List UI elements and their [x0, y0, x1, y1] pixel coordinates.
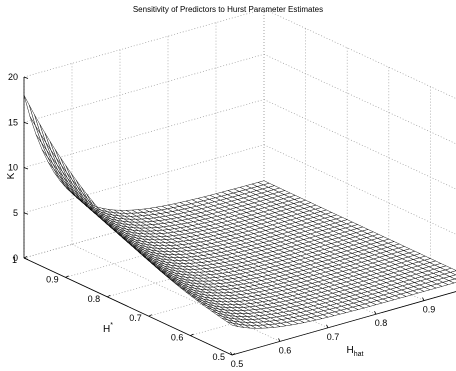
- z-axis-label: K: [6, 172, 17, 179]
- z-tick-label: 10: [8, 163, 18, 173]
- y-tick-mark: [190, 333, 194, 336]
- x-tick-mark: [230, 351, 233, 356]
- grid-line: [263, 99, 456, 190]
- x-axis-line: [231, 291, 456, 356]
- x-tick-mark: [278, 338, 281, 342]
- grid-line: [71, 244, 281, 342]
- y-tick-label: 1: [12, 255, 17, 265]
- y-tick-mark: [231, 353, 236, 356]
- x-tick-mark: [326, 324, 329, 328]
- x-axis-label: Hhat: [347, 345, 364, 358]
- z-tick-mark: [23, 121, 29, 125]
- y-tick-label: 0.6: [171, 333, 184, 343]
- x-tick-label: 0.7: [327, 332, 340, 342]
- y-tick-mark: [23, 256, 28, 259]
- x-tick-label: 0.6: [279, 345, 292, 355]
- y-tick-label: 0.9: [46, 274, 59, 284]
- tick-labels: 0 5 10 15 20 0.5 0.6 0.7 0.8 0.9 1 0.5 0.6 0.7 0.8 0.9: [8, 72, 435, 369]
- grid-line: [263, 53, 456, 145]
- z-tick-mark: [23, 257, 29, 260]
- grid-line: [23, 144, 265, 214]
- x-tick-mark: [422, 297, 425, 301]
- x-tick-mark: [374, 311, 377, 315]
- y-tick-label: 0.5: [212, 352, 225, 362]
- grid-line: [23, 8, 265, 78]
- z-tick-label: 5: [13, 208, 18, 218]
- x-tick-label: 0.8: [375, 318, 388, 328]
- x-tick-label: 0.5: [231, 359, 244, 369]
- z-tick-mark: [23, 212, 29, 215]
- svg-text:Hhat: Hhat: [347, 345, 364, 358]
- y-axis-line: [23, 257, 233, 356]
- y-tick-mark: [65, 275, 69, 278]
- y-tick-label: 0.8: [88, 294, 101, 304]
- z-tick-label: 20: [8, 72, 18, 82]
- x-tick-label: 0.9: [423, 305, 436, 315]
- y-tick-mark: [148, 314, 152, 317]
- z-tick-mark: [23, 167, 29, 170]
- grid-line: [263, 8, 456, 99]
- surface-face: [23, 94, 36, 126]
- grid-line: [23, 53, 265, 123]
- z-tick-label: 15: [8, 117, 18, 127]
- z-tick-mark: [23, 76, 29, 79]
- y-tick-label: 0.7: [129, 313, 142, 323]
- y-axis-label: H*: [103, 322, 113, 335]
- svg-text:H*: H*: [103, 322, 113, 335]
- chart-title: Sensitivity of Predictors to Hurst Param…: [133, 5, 323, 14]
- surface-mesh: [23, 94, 456, 329]
- y-tick-mark: [107, 294, 111, 298]
- z-tick-label: 0: [13, 253, 18, 263]
- grid-line: [263, 144, 456, 235]
- grid-line: [23, 99, 265, 168]
